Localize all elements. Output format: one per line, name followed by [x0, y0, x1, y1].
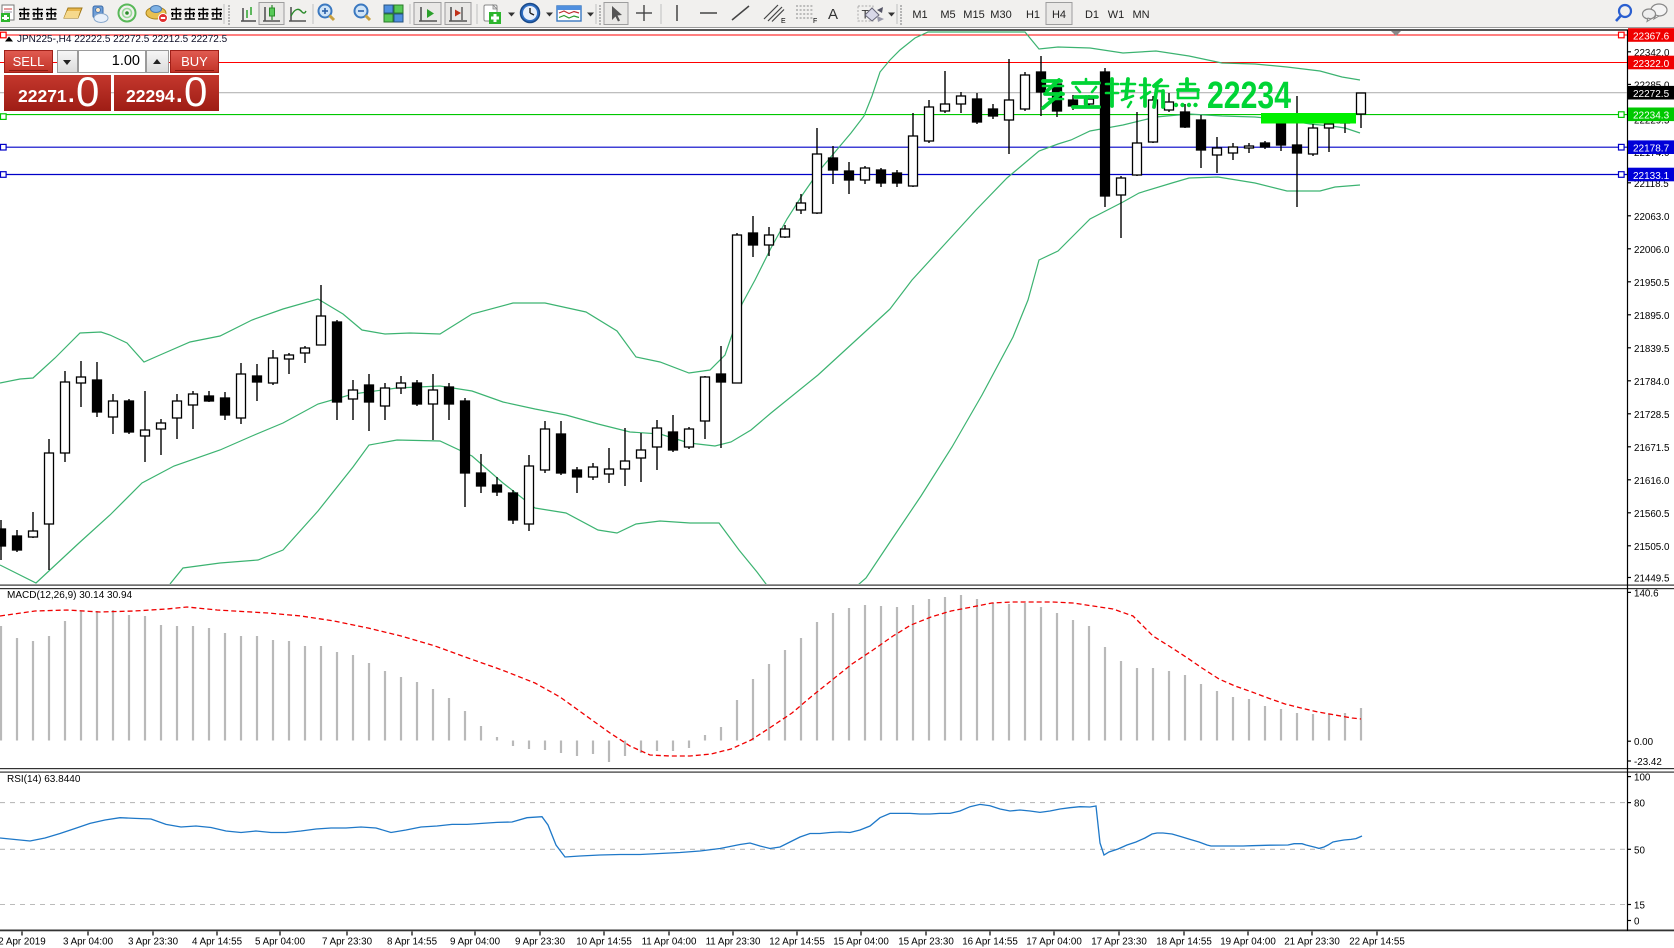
- svg-text:22133.1: 22133.1: [1633, 171, 1670, 182]
- svg-text:15 Apr 04:00: 15 Apr 04:00: [833, 937, 889, 948]
- svg-text:140.6: 140.6: [1634, 588, 1659, 599]
- svg-text:21671.5: 21671.5: [1634, 443, 1670, 454]
- svg-text:2 Apr 2019: 2 Apr 2019: [0, 937, 46, 948]
- svg-text:9 Apr 04:00: 9 Apr 04:00: [450, 937, 501, 948]
- svg-text:3 Apr 23:30: 3 Apr 23:30: [128, 937, 179, 948]
- svg-text:22063.0: 22063.0: [1634, 212, 1670, 223]
- svg-text:22367.6: 22367.6: [1633, 31, 1670, 42]
- svg-text:17 Apr 23:30: 17 Apr 23:30: [1091, 937, 1147, 948]
- svg-text:22006.0: 22006.0: [1634, 245, 1670, 256]
- svg-text:22234: 22234: [1207, 75, 1291, 117]
- svg-text:100: 100: [1634, 773, 1651, 784]
- svg-text:21449.5: 21449.5: [1634, 574, 1670, 585]
- svg-text:A: A: [828, 6, 838, 23]
- svg-text:10 Apr 14:55: 10 Apr 14:55: [576, 937, 632, 948]
- svg-text:21505.0: 21505.0: [1634, 542, 1670, 553]
- svg-text:21839.5: 21839.5: [1634, 344, 1670, 355]
- svg-text:F: F: [813, 18, 817, 25]
- svg-text:21728.5: 21728.5: [1634, 410, 1670, 421]
- svg-text:0.00: 0.00: [1634, 737, 1654, 748]
- svg-text:21560.5: 21560.5: [1634, 509, 1670, 520]
- svg-text:4 Apr 14:55: 4 Apr 14:55: [192, 937, 243, 948]
- svg-text:22 Apr 14:55: 22 Apr 14:55: [1349, 937, 1405, 948]
- svg-text:22322.0: 22322.0: [1633, 59, 1670, 70]
- svg-text:21950.5: 21950.5: [1634, 278, 1670, 289]
- svg-text:-23.42: -23.42: [1634, 757, 1662, 768]
- svg-text:17 Apr 04:00: 17 Apr 04:00: [1026, 937, 1082, 948]
- svg-text:JPN225-,H4 22222.5 22272.5 22: JPN225-,H4 22222.5 22272.5 22212.5 22272…: [17, 34, 228, 45]
- svg-text:22234.3: 22234.3: [1633, 111, 1670, 122]
- svg-text:E: E: [781, 18, 786, 25]
- svg-text:3 Apr 04:00: 3 Apr 04:00: [63, 937, 114, 948]
- svg-text:5 Apr 04:00: 5 Apr 04:00: [255, 937, 306, 948]
- svg-text:M30: M30: [990, 9, 1011, 21]
- svg-text:12 Apr 14:55: 12 Apr 14:55: [769, 937, 825, 948]
- svg-text:19 Apr 04:00: 19 Apr 04:00: [1220, 937, 1276, 948]
- svg-text:22118.5: 22118.5: [1634, 179, 1669, 190]
- svg-text:50: 50: [1634, 845, 1645, 856]
- svg-text:H1: H1: [1026, 9, 1040, 21]
- svg-text:22178.7: 22178.7: [1633, 144, 1670, 155]
- svg-text:W1: W1: [1108, 9, 1125, 21]
- svg-text:M1: M1: [912, 9, 927, 21]
- svg-text:MN: MN: [1132, 9, 1149, 21]
- svg-text:0: 0: [1634, 917, 1640, 928]
- svg-text:11 Apr 04:00: 11 Apr 04:00: [642, 937, 697, 948]
- svg-text:21616.0: 21616.0: [1634, 476, 1670, 487]
- svg-text:21 Apr 23:30: 21 Apr 23:30: [1284, 937, 1340, 948]
- svg-text:H4: H4: [1052, 9, 1066, 21]
- svg-text:15: 15: [1634, 901, 1645, 912]
- svg-text:80: 80: [1634, 799, 1645, 810]
- svg-text:9 Apr 23:30: 9 Apr 23:30: [515, 937, 566, 948]
- svg-text:D1: D1: [1085, 9, 1099, 21]
- svg-text:18 Apr 14:55: 18 Apr 14:55: [1156, 937, 1212, 948]
- svg-text:22342.0: 22342.0: [1634, 48, 1670, 59]
- svg-text:16 Apr 14:55: 16 Apr 14:55: [962, 937, 1018, 948]
- svg-text:RSI(14) 63.8440: RSI(14) 63.8440: [7, 774, 81, 785]
- svg-text:11 Apr 23:30: 11 Apr 23:30: [706, 937, 761, 948]
- svg-text:21784.0: 21784.0: [1634, 377, 1670, 388]
- svg-text:8 Apr 14:55: 8 Apr 14:55: [387, 937, 438, 948]
- svg-text:MACD(12,26,9) 30.14 30.94: MACD(12,26,9) 30.14 30.94: [7, 590, 133, 601]
- svg-text:15 Apr 23:30: 15 Apr 23:30: [898, 937, 954, 948]
- svg-text:M15: M15: [963, 9, 984, 21]
- svg-text:M5: M5: [940, 9, 955, 21]
- svg-text:22272.5: 22272.5: [1633, 89, 1670, 100]
- svg-text:7 Apr 23:30: 7 Apr 23:30: [322, 937, 373, 948]
- svg-text:21895.0: 21895.0: [1634, 311, 1670, 322]
